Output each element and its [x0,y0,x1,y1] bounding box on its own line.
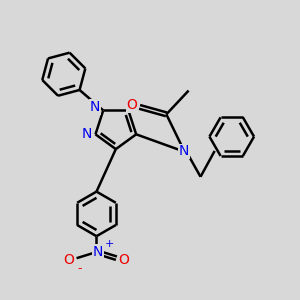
Text: -: - [77,262,82,275]
Text: O: O [119,253,130,267]
Text: N: N [93,245,103,259]
Text: N: N [90,100,100,114]
Text: N: N [179,145,189,158]
Text: O: O [127,98,138,112]
Text: O: O [63,253,74,267]
Text: N: N [81,127,92,141]
Text: +: + [104,239,114,249]
